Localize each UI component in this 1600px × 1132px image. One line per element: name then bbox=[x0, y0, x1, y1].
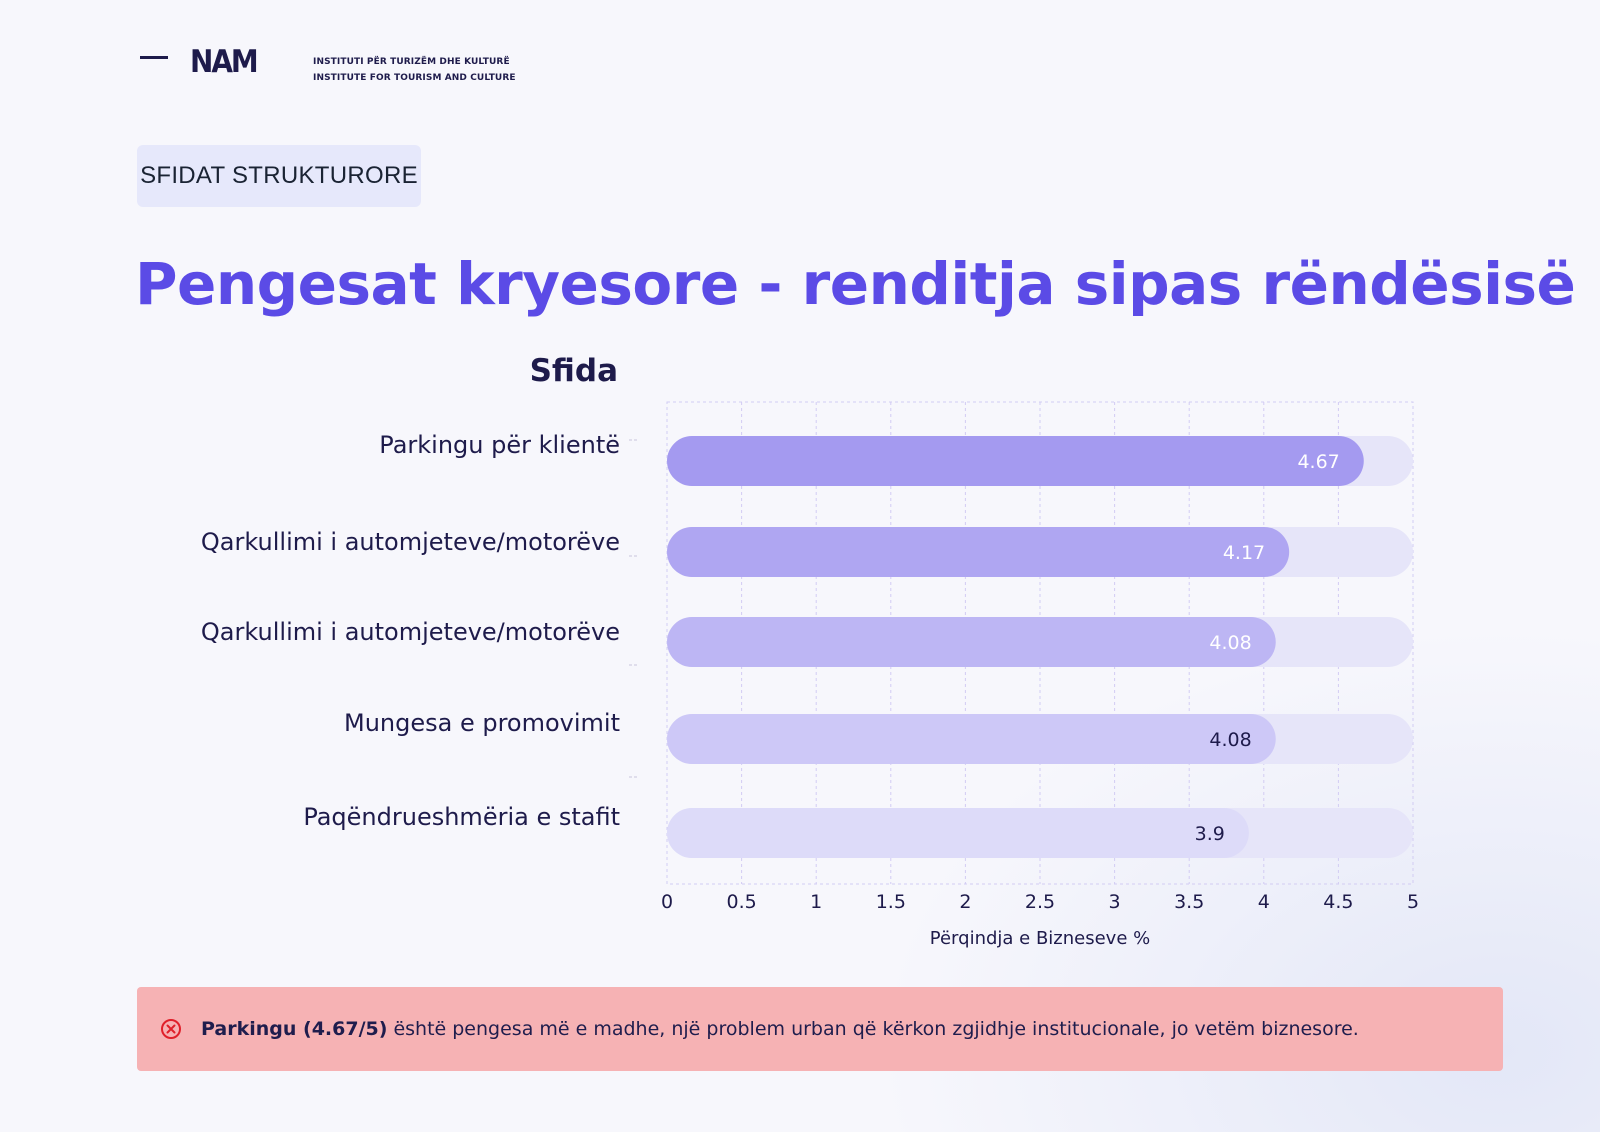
x-tick-label: 1 bbox=[810, 891, 822, 913]
institute-line-2: INSTITUTE FOR TOURISM AND CULTURE bbox=[313, 73, 516, 83]
category-label: Parkingu për klientë bbox=[379, 431, 620, 459]
page-title: Pengesat kryesore - renditja sipas rëndë… bbox=[135, 250, 1576, 318]
insight-callout: Parkingu (4.67/5) është pengesa më e mad… bbox=[137, 987, 1503, 1071]
x-tick-label: 0.5 bbox=[726, 891, 756, 913]
bar-value-label: 4.67 bbox=[1297, 451, 1339, 473]
bar-value-label: 4.08 bbox=[1209, 632, 1251, 654]
category-label: Mungesa e promovimit bbox=[344, 709, 620, 737]
bar-value-label: 4.08 bbox=[1209, 729, 1251, 751]
institute-name: INSTITUTI PËR TURIZËM DHE KULTURË INSTIT… bbox=[313, 54, 516, 86]
x-tick-label: 3 bbox=[1109, 891, 1121, 913]
x-tick-label: 3.5 bbox=[1174, 891, 1204, 913]
callout-bold: Parkingu (4.67/5) bbox=[201, 1018, 388, 1040]
header-dash bbox=[140, 56, 168, 59]
x-tick-label: 4 bbox=[1258, 891, 1270, 913]
x-circle-icon bbox=[161, 1019, 181, 1039]
institute-line-1: INSTITUTI PËR TURIZËM DHE KULTURË bbox=[313, 57, 510, 67]
x-axis-title: Përqindja e Bizneseve % bbox=[930, 928, 1150, 949]
y-axis-title: Sfida bbox=[529, 353, 618, 389]
x-tick-label: 4.5 bbox=[1323, 891, 1353, 913]
category-label: Qarkullimi i automjeteve/motorëve bbox=[201, 618, 620, 646]
bar-chart: 0 0.5 1 1.5 2 2.5 3 3.5 4 4.5 5 4.67 Parkingu për kl… bbox=[201, 401, 1419, 949]
section-tag: SFIDAT STRUKTURORE bbox=[137, 145, 421, 207]
x-tick-label: 2 bbox=[959, 891, 971, 913]
bar bbox=[667, 714, 1276, 764]
x-tick-label: 2.5 bbox=[1025, 891, 1055, 913]
callout-text: Parkingu (4.67/5) është pengesa më e mad… bbox=[201, 987, 1359, 1071]
x-tick-label: 0 bbox=[661, 891, 673, 913]
callout-body: është pengesa më e madhe, një problem ur… bbox=[393, 1018, 1359, 1040]
bar bbox=[667, 808, 1249, 858]
x-tick-label: 1.5 bbox=[876, 891, 906, 913]
bar-value-label: 4.17 bbox=[1223, 542, 1265, 564]
bar bbox=[667, 436, 1364, 486]
x-tick-label: 5 bbox=[1407, 891, 1419, 913]
logo: NAM bbox=[190, 44, 259, 80]
category-label: Qarkullimi i automjeteve/motorëve bbox=[201, 528, 620, 556]
bar-value-label: 3.9 bbox=[1195, 823, 1225, 845]
category-label: Paqëndrueshmëria e stafit bbox=[303, 803, 620, 831]
bar bbox=[667, 617, 1276, 667]
bar bbox=[667, 527, 1290, 577]
